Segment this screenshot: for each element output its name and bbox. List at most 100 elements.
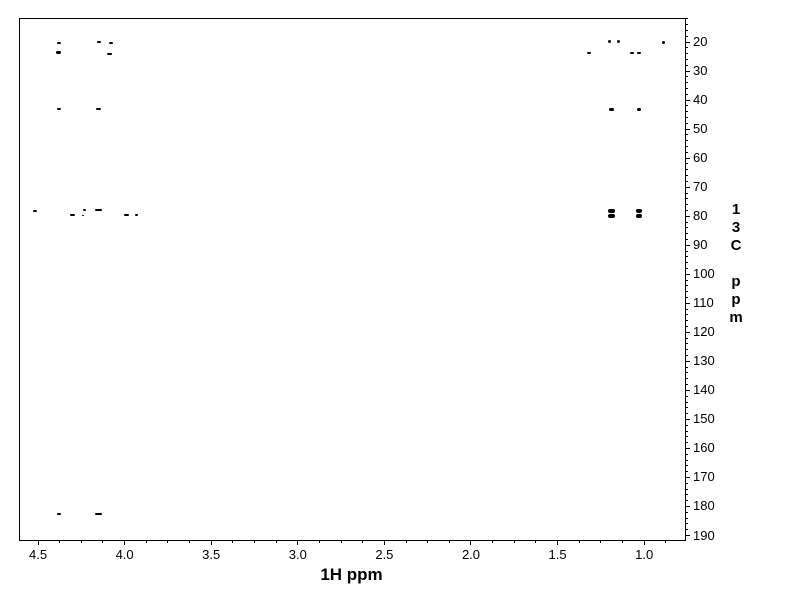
y-minor-tick (685, 227, 688, 229)
x-minor-tick (492, 540, 494, 543)
y-major-tick (685, 128, 690, 130)
y-minor-tick (685, 233, 688, 235)
y-minor-tick (685, 471, 688, 473)
y-tick-label: 110 (693, 295, 714, 311)
y-minor-tick (685, 453, 688, 455)
crosspeak (616, 40, 620, 44)
crosspeak (608, 107, 614, 111)
y-minor-tick (685, 355, 688, 357)
y-minor-tick (685, 105, 688, 107)
x-minor-tick (59, 540, 61, 543)
y-minor-tick (685, 47, 688, 49)
y-minor-tick (685, 82, 688, 84)
x-tick-label: 1.0 (635, 547, 654, 562)
crosspeak (607, 213, 615, 218)
x-minor-tick (275, 540, 277, 543)
x-tick-label: 1.5 (548, 547, 567, 562)
y-minor-tick (685, 378, 688, 380)
x-minor-tick (665, 540, 667, 543)
y-minor-tick (685, 88, 688, 90)
crosspeak (70, 214, 76, 217)
y-tick-label: 160 (693, 440, 715, 456)
crosspeak (56, 41, 61, 44)
y-minor-tick (685, 372, 688, 374)
y-minor-tick (685, 93, 688, 95)
x-major-tick (383, 540, 385, 545)
y-tick-label: 170 (693, 469, 715, 485)
y-minor-tick (685, 53, 688, 55)
crosspeak (635, 208, 642, 213)
x-major-tick (557, 540, 559, 545)
y-minor-tick (685, 349, 688, 351)
y-minor-tick (685, 175, 688, 177)
y-minor-tick (685, 482, 688, 484)
y-minor-tick (685, 163, 688, 165)
y-minor-tick (685, 250, 688, 252)
y-tick-label: 190 (693, 527, 715, 543)
x-minor-tick (232, 540, 234, 543)
y-tick-label: 70 (693, 179, 708, 195)
y-minor-tick (685, 314, 688, 316)
y-minor-tick (685, 180, 688, 182)
y-tick-label: 30 (693, 63, 708, 79)
y-minor-tick (685, 401, 688, 403)
x-major-tick (210, 540, 212, 545)
y-minor-tick (685, 430, 688, 432)
y-minor-tick (685, 146, 688, 148)
y-major-tick (685, 418, 690, 420)
x-tick-label: 2.0 (461, 547, 481, 562)
crosspeak (630, 51, 635, 54)
y-tick-label: 180 (693, 498, 715, 514)
y-minor-tick (685, 256, 688, 258)
y-major-tick (685, 186, 690, 188)
crosspeak (96, 41, 101, 44)
y-minor-tick (685, 337, 688, 339)
y-minor-tick (685, 500, 688, 502)
y-major-tick (685, 273, 690, 275)
y-tick-label: 150 (693, 411, 715, 427)
crosspeak (106, 52, 112, 55)
crosspeak (636, 51, 641, 54)
y-minor-tick (685, 18, 688, 20)
x-minor-tick (167, 540, 169, 543)
y-minor-tick (685, 29, 688, 31)
y-minor-tick (685, 366, 688, 368)
x-minor-tick (340, 540, 342, 543)
x-minor-tick (318, 540, 320, 543)
y-minor-tick (685, 117, 688, 119)
y-minor-tick (685, 59, 688, 60)
y-minor-tick (685, 262, 688, 264)
x-major-tick (470, 540, 472, 545)
x-minor-tick (578, 540, 580, 543)
plot-area (19, 18, 686, 541)
y-major-tick (685, 535, 690, 537)
crosspeak (56, 513, 61, 516)
x-major-tick (37, 540, 39, 545)
y-minor-tick (685, 285, 688, 287)
y-tick-label: 80 (693, 208, 708, 224)
y-minor-tick (685, 424, 688, 426)
y-minor-tick (685, 209, 688, 211)
y-minor-tick (685, 267, 688, 269)
x-major-tick (124, 540, 126, 545)
y-minor-tick (685, 140, 688, 142)
crosspeak (586, 51, 591, 54)
y-tick-label: 140 (693, 382, 715, 398)
y-tick-label: 90 (693, 237, 708, 253)
y-major-tick (685, 41, 690, 43)
x-minor-tick (102, 540, 104, 543)
y-minor-tick (685, 459, 688, 461)
x-tick-label: 4.0 (115, 547, 134, 562)
y-minor-tick (685, 169, 688, 171)
x-major-tick (643, 540, 645, 545)
y-tick-label: 60 (693, 150, 708, 166)
y-minor-tick (685, 320, 688, 322)
y-minor-tick (685, 436, 688, 438)
crosspeak (95, 513, 103, 516)
y-tick-label: 20 (693, 34, 708, 50)
y-minor-tick (685, 111, 688, 113)
y-minor-tick (685, 465, 688, 467)
x-minor-tick (448, 540, 450, 543)
y-minor-tick (685, 308, 688, 310)
y-minor-tick (685, 529, 688, 531)
